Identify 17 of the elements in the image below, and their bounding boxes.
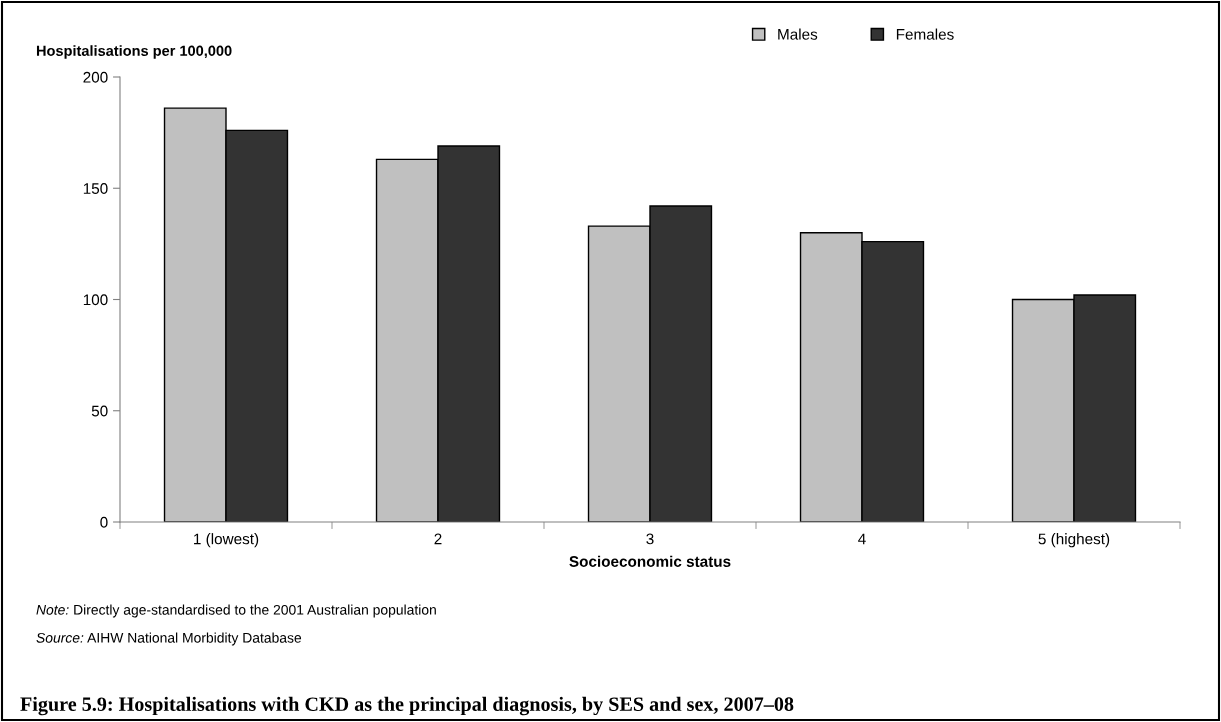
y-axis-title: Hospitalisations per 100,000 [36,45,232,59]
text: Note: Directly age-standardised to the 2001 Australian population [36,604,436,618]
legend-label: Females [896,28,954,40]
text: Figure 5.9: Hospitalisations with CKD as the principal diagnosis, by SES and sex, 2007–08 [20,696,794,716]
y-tick-label: 100 [83,294,108,306]
source-note: Source: AIHW National Morbidity Database [36,632,302,646]
x-tick-label: 2 [434,533,442,545]
x-tick-label: 5 (highest) [1038,533,1110,548]
x-tick-label: 3 [646,533,654,545]
y-tick-label: 50 [91,405,108,417]
x-tick-label: 4 [858,533,866,545]
y-tick-label: 150 [83,183,108,194]
legend-label: Males [778,28,818,40]
y-tick-label: 0 [100,516,108,528]
y-tick-label: 200 [83,71,108,83]
x-tick-label: 1 (lowest) [194,533,259,548]
x-axis-title: Socioeconomic status [569,555,731,567]
